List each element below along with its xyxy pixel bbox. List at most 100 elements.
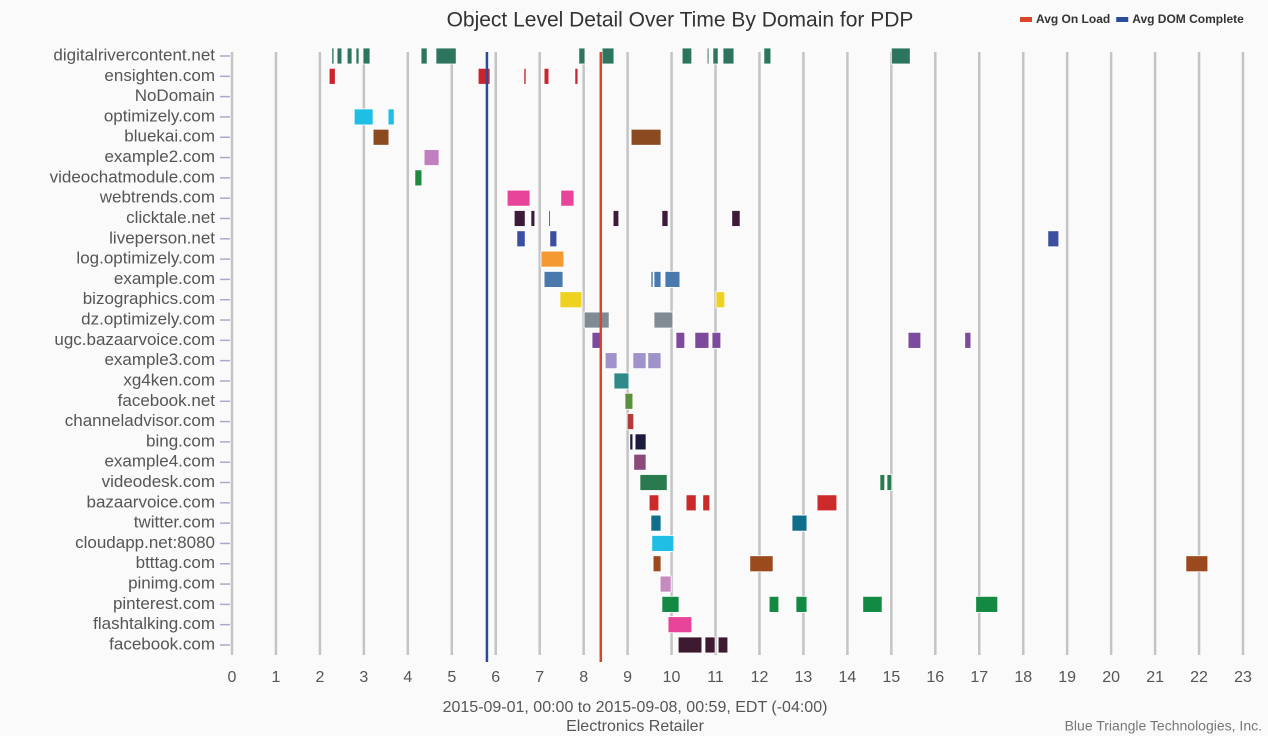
segment: [420, 47, 428, 65]
y-tick-label: example3.com: [104, 350, 215, 369]
x-tick-label: 20: [1102, 669, 1120, 686]
legend-label: Avg DOM Complete: [1132, 12, 1244, 26]
segment: [516, 230, 526, 248]
segment: [706, 47, 710, 65]
y-tick-label: btttag.com: [136, 553, 215, 572]
segment: [355, 47, 360, 65]
x-tick-label: 0: [228, 669, 237, 686]
segment: [702, 494, 711, 512]
segment: [862, 595, 883, 613]
segment: [681, 47, 693, 65]
y-tick-label: flashtalking.com: [93, 614, 215, 633]
segment: [1185, 555, 1209, 573]
y-tick-label: channeladvisor.com: [65, 411, 215, 430]
segment: [414, 169, 423, 187]
x-tick-label: 7: [535, 669, 544, 686]
y-tick-label: example.com: [114, 269, 215, 288]
x-tick-label: 19: [1058, 669, 1076, 686]
segment: [559, 291, 583, 309]
segment: [675, 331, 686, 349]
x-tick-label: 2: [315, 669, 324, 686]
x-tick-label: 18: [1014, 669, 1032, 686]
segment: [591, 331, 602, 349]
segment: [661, 595, 680, 613]
x-tick-label: 17: [970, 669, 988, 686]
segment: [791, 514, 808, 532]
segment: [749, 555, 774, 573]
segment: [543, 271, 564, 288]
segment: [583, 311, 610, 329]
segment: [677, 636, 703, 654]
segment: [768, 595, 780, 613]
segment: [372, 128, 390, 146]
segment: [629, 433, 634, 451]
segment: [362, 47, 371, 65]
segment: [328, 67, 336, 85]
segment: [975, 595, 999, 613]
y-tick-label: facebook.com: [109, 634, 215, 653]
segment: [652, 555, 662, 573]
segment: [659, 575, 672, 593]
segment: [560, 189, 575, 207]
x-tick-label: 22: [1190, 669, 1208, 686]
segment: [647, 352, 662, 370]
segment: [604, 352, 618, 370]
x-tick-label: 23: [1234, 669, 1252, 686]
y-tick-label: digitalrivercontent.net: [53, 45, 215, 64]
segment: [653, 271, 662, 288]
y-tick-label: videochatmodule.com: [50, 167, 215, 186]
segment: [795, 595, 808, 613]
segment: [648, 494, 660, 512]
legend-swatch: [1020, 17, 1032, 22]
x-tick-label: 12: [751, 669, 769, 686]
x-tick-label: 8: [579, 669, 588, 686]
segment: [477, 67, 491, 85]
segment: [907, 331, 922, 349]
x-tick-label: 11: [707, 669, 724, 686]
segment: [574, 67, 579, 85]
segment: [612, 210, 620, 227]
credit: Blue Triangle Technologies, Inc.: [1065, 718, 1262, 734]
x-tick-label: 21: [1146, 669, 1164, 686]
segment: [331, 47, 335, 65]
y-tick-label: facebook.net: [118, 391, 216, 410]
segment: [435, 47, 457, 65]
segment: [513, 210, 526, 227]
segment: [711, 331, 722, 349]
y-tick-label: webtrends.com: [99, 188, 215, 207]
segment: [886, 474, 893, 491]
segment: [336, 47, 343, 65]
segment: [661, 210, 669, 227]
segment: [650, 271, 654, 288]
y-tick-label: twitter.com: [134, 513, 215, 532]
y-tick-label: pinimg.com: [128, 574, 215, 593]
y-tick-label: xg4ken.com: [123, 370, 215, 389]
y-tick-label: NoDomain: [135, 86, 215, 105]
segment: [523, 67, 527, 85]
x-tick-label: 3: [359, 669, 368, 686]
y-tick-label: liveperson.net: [109, 228, 215, 247]
segment: [540, 250, 565, 268]
segment: [634, 433, 647, 451]
segment: [543, 67, 550, 85]
segment: [506, 189, 531, 207]
segment: [664, 271, 681, 288]
x-tick-label: 14: [838, 669, 856, 686]
segment: [548, 210, 551, 227]
segment: [639, 474, 668, 491]
segment: [630, 128, 662, 146]
x-tick-label: 9: [623, 669, 632, 686]
x-tick-label: 1: [272, 669, 281, 686]
segment: [530, 210, 536, 227]
segment: [650, 514, 662, 532]
y-tick-label: bizographics.com: [83, 289, 215, 308]
chart-title: Object Level Detail Over Time By Domain …: [447, 9, 914, 32]
y-tick-label: bing.com: [146, 431, 215, 450]
y-tick-label: pinterest.com: [113, 594, 215, 613]
segment: [626, 413, 635, 430]
segment: [694, 331, 710, 349]
segment: [890, 47, 911, 65]
y-tick-label: cloudapp.net:8080: [75, 533, 215, 552]
segment: [763, 47, 772, 65]
